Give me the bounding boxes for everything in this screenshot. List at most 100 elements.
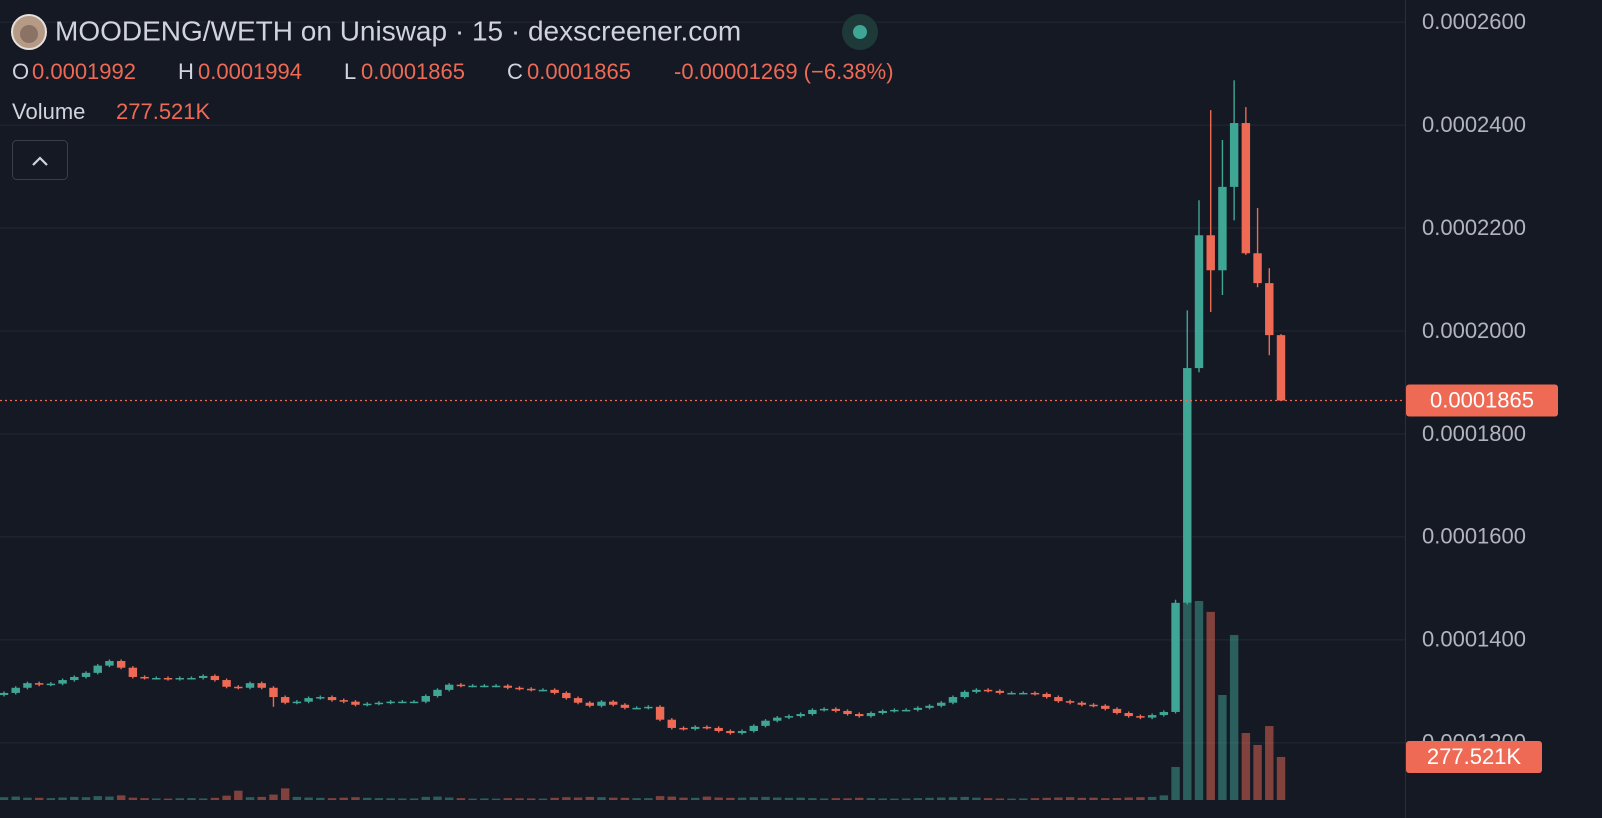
- candle-body: [11, 687, 20, 693]
- volume-pane: [0, 601, 1286, 800]
- volume-bar: [386, 798, 395, 800]
- volume-bar: [1077, 797, 1087, 800]
- volume-bar: [808, 798, 817, 800]
- volume-bar: [23, 797, 32, 800]
- volume-bar: [632, 798, 641, 800]
- volume-bar: [1007, 798, 1016, 800]
- volume-bar: [1089, 797, 1098, 800]
- volume-bar: [983, 798, 993, 800]
- ohlc-label: L: [344, 59, 356, 84]
- candle-body: [515, 687, 524, 690]
- candle-body: [679, 727, 688, 730]
- candle-body: [538, 689, 548, 692]
- candle-body: [0, 692, 9, 695]
- candle-body: [140, 676, 149, 679]
- ohlc-value: 0.0001994: [198, 59, 302, 84]
- volume-bar: [257, 796, 266, 800]
- volume-bar: [433, 796, 442, 800]
- volume-bar: [1042, 797, 1051, 800]
- collapse-button[interactable]: [12, 140, 68, 180]
- candle-body: [702, 726, 712, 729]
- candle-body: [222, 680, 231, 687]
- volume-bar: [995, 798, 1005, 800]
- volume-bar: [1171, 766, 1180, 800]
- volume-bar: [796, 797, 805, 800]
- volume-bar: [526, 798, 536, 800]
- volume-bar: [972, 797, 981, 800]
- volume-bar: [714, 797, 723, 800]
- candle-body: [327, 697, 337, 701]
- volume-bar: [1112, 797, 1122, 800]
- volume-bar: [1147, 796, 1157, 800]
- y-tick-label: 0.0001800: [1422, 421, 1526, 446]
- volume-bar: [691, 797, 700, 800]
- volume-bar: [152, 798, 161, 800]
- volume-bar: [784, 797, 794, 800]
- candle-body: [948, 697, 958, 703]
- volume-bar: [456, 798, 466, 800]
- volume-bar: [1218, 694, 1227, 800]
- volume-bar: [1253, 744, 1262, 800]
- candle-body: [105, 661, 114, 666]
- volume-bar: [444, 797, 454, 800]
- candle-body: [620, 704, 630, 708]
- volume-value: 277.521K: [116, 99, 211, 124]
- volume-bar: [726, 797, 735, 800]
- volume-bar: [234, 790, 243, 800]
- candle-body: [1042, 693, 1051, 698]
- candle-body: [901, 709, 911, 712]
- candle-body: [1241, 123, 1251, 254]
- volume-bar: [269, 794, 278, 800]
- chevron-icon: [32, 156, 48, 166]
- volume-bar: [491, 798, 501, 800]
- candle-body: [1159, 711, 1169, 716]
- volume-bar: [46, 798, 56, 800]
- volume-bar: [585, 796, 594, 800]
- volume-bar: [1276, 756, 1286, 800]
- candle-body: [444, 684, 454, 690]
- candle-body: [70, 676, 79, 681]
- candle-body: [667, 719, 677, 728]
- candle-body: [855, 714, 864, 717]
- volume-bar: [948, 797, 958, 800]
- change: -0.00001269 (−6.38%): [674, 59, 894, 84]
- volume-bar: [562, 797, 571, 800]
- candle-body: [1007, 692, 1016, 695]
- candle-body: [292, 701, 302, 704]
- candle-body: [1077, 702, 1087, 705]
- volume-bar: [702, 796, 712, 800]
- volume-bar: [1241, 732, 1251, 800]
- volume-bar: [58, 797, 67, 800]
- volume-bar: [222, 795, 231, 800]
- volume-bar: [1194, 601, 1204, 800]
- candle-body: [1229, 123, 1239, 187]
- chart-title: MOODENG/WETH on Uniswap · 15 · dexscreen…: [55, 15, 741, 46]
- candle-body: [737, 731, 747, 734]
- volume-bar: [1206, 611, 1215, 800]
- y-tick-label: 0.0001400: [1422, 627, 1526, 652]
- candle-body: [608, 701, 618, 705]
- candle-body: [468, 685, 477, 688]
- volume-bar: [339, 797, 348, 800]
- volume-bar: [409, 798, 419, 800]
- candle-body: [1019, 692, 1028, 695]
- y-tick-label: 0.0002400: [1422, 112, 1526, 137]
- volume-bar: [1229, 634, 1239, 800]
- volume-bar: [292, 796, 302, 800]
- volume-bar: [198, 798, 208, 800]
- volume-bar: [140, 798, 149, 800]
- candle-body: [374, 702, 384, 705]
- candle-body: [1124, 712, 1133, 717]
- ohlc-label: H: [178, 59, 194, 84]
- candle-body: [116, 661, 126, 668]
- candle-body: [831, 708, 841, 711]
- volume-bar: [81, 797, 91, 800]
- y-tick-label: 0.0002000: [1422, 318, 1526, 343]
- volume-bar: [304, 797, 313, 800]
- volume-bar: [925, 797, 934, 800]
- volume-bar: [34, 797, 44, 800]
- candle-body: [819, 708, 829, 711]
- candle-body: [1265, 283, 1274, 336]
- volume-bar: [655, 796, 665, 800]
- candle-body: [163, 677, 173, 680]
